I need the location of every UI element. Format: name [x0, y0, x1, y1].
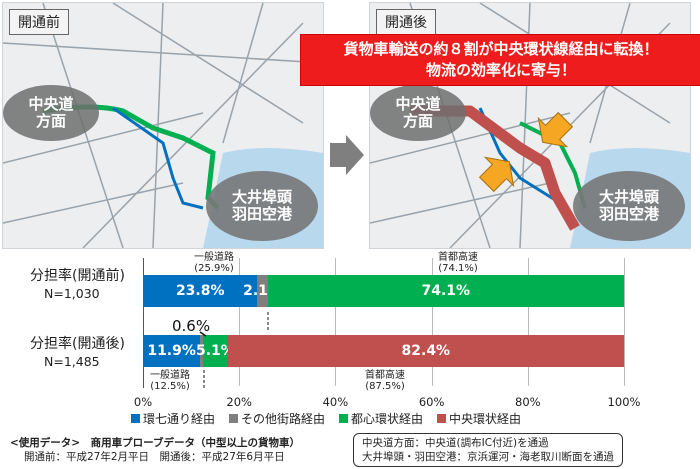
data-source-note: <使用データ> 商用車プローブデータ（中型以上の貨物車） 開通前：平成27年2月…: [10, 436, 300, 464]
legend-swatch: [131, 414, 140, 423]
annotation-after-expressway: 首都高速 (87.5%): [355, 370, 415, 392]
bar-segment: 74.1%: [267, 275, 624, 307]
origin-oval-after: 中央道 方面: [370, 85, 466, 141]
transition-arrow-icon: [330, 135, 364, 175]
annotation-line: 首都高速: [438, 252, 478, 263]
route-definition-1: 中央道方面：中央道(調布IC付近)を通過: [362, 437, 549, 449]
map-before: 開通前 中央道 方面 大井埠頭 羽田空港: [2, 2, 324, 249]
legend-swatch: [339, 414, 349, 423]
callout-arrow-icon: [478, 156, 515, 193]
x-tick-label: 60%: [418, 395, 445, 409]
row-label-before: 分担率(開通前) N=1,030: [30, 268, 125, 302]
annotation-before-general: 一般道路 (25.9%): [184, 252, 244, 274]
bar-value-label: 74.1%: [421, 283, 471, 299]
dest-oval-after: 大井埠頭 羽田空港: [573, 171, 685, 241]
bar-value-label: 5.1%: [195, 343, 235, 359]
y-axis-line: [143, 258, 144, 388]
row-label-after: 分担率(開通後) N=1,485: [30, 336, 125, 370]
label-before: 開通前: [9, 9, 69, 35]
headline-banner: 貨物車輸送の約８割が中央環状線経由に転換！ 物流の効率化に寄与！: [300, 34, 700, 86]
headline-line1: 貨物車輸送の約８割が中央環状線経由に転換！: [343, 40, 659, 58]
legend-item: 環七通り経由: [131, 410, 215, 427]
bar-segment: 2.1%: [243, 275, 282, 307]
x-tick-label: 20%: [226, 395, 252, 409]
route-definition-box: 中央道方面：中央道(調布IC付近)を通過 大井埠頭・羽田空港：京浜運河・海老取川…: [353, 433, 623, 467]
headline-line2: 物流の効率化に寄与！: [425, 61, 576, 79]
legend-label: 中央環状経由: [449, 412, 522, 426]
gridline: [239, 258, 241, 386]
legend-label: その他街路経由: [241, 412, 326, 426]
legend-label: 都心環状経由: [351, 412, 424, 426]
label-after: 開通後: [376, 9, 436, 35]
bar-segment: 23.8%: [143, 275, 258, 307]
x-tick-label: 80%: [515, 395, 541, 409]
category-label: 分担率(開通後): [30, 336, 125, 352]
bar-segment: 82.4%: [227, 335, 624, 367]
annotation-before-expressway: 首都高速 (74.1%): [428, 252, 488, 274]
gridline: [624, 258, 625, 386]
legend-item: 都心環状経由: [339, 410, 423, 427]
bar-segment: 5.1%: [196, 335, 235, 367]
bar-value-label: 23.8%: [175, 283, 225, 299]
legend-swatch: [437, 414, 447, 423]
legend-item: 中央環状経由: [437, 410, 521, 427]
annotation-line: (74.1%): [438, 263, 478, 274]
sample-size: N=1,485: [44, 354, 100, 369]
annotation-line: 一般道路: [194, 252, 234, 263]
legend: 環七通り経由 その他街路経由 都心環状経由 中央環状経由: [131, 410, 521, 427]
dashed-leaders: [199, 312, 269, 390]
annotation-after-general: 一般道路 (12.5%): [140, 370, 200, 392]
kan7-route: [112, 106, 204, 210]
annotation-line: 一般道路: [150, 370, 190, 381]
sample-size: N=1,030: [44, 286, 100, 301]
origin-oval-before: 中央道 方面: [3, 85, 99, 141]
data-periods: 開通前：平成27年2月平日 開通後：平成27年6月平日: [24, 451, 285, 463]
annotation-line: 首都高速: [365, 370, 405, 381]
annotation-line: (87.5%): [365, 381, 405, 392]
bar-segment: 11.9%: [143, 335, 201, 367]
x-tick-label: 0%: [133, 395, 153, 409]
gridline: [527, 258, 529, 386]
gridline: [335, 258, 337, 386]
callout-arrow-icon: [537, 111, 574, 148]
legend-label: 環七通り経由: [143, 412, 216, 426]
data-title: <使用データ> 商用車プローブデータ（中型以上の貨物車）: [10, 437, 300, 449]
x-tick-label: 100%: [607, 395, 641, 409]
legend-item: その他街路経由: [229, 410, 325, 427]
bar-value-label: 82.4%: [401, 343, 451, 359]
bar-value-label: 11.9%: [147, 343, 196, 359]
callout-0-6: 0.6%: [172, 317, 211, 335]
annotation-line: (12.5%): [150, 381, 190, 392]
dest-oval-before: 大井埠頭 羽田空港: [206, 171, 318, 241]
legend-swatch: [229, 414, 239, 423]
route-definition-2: 大井埠頭・羽田空港：京浜運河・海老取川断面を通過: [362, 451, 614, 463]
annotation-line: (25.9%): [194, 263, 234, 274]
x-tick-label: 40%: [322, 395, 349, 409]
category-label: 分担率(開通前): [30, 268, 125, 284]
bar-segment: [200, 335, 204, 367]
gridline: [431, 258, 433, 386]
